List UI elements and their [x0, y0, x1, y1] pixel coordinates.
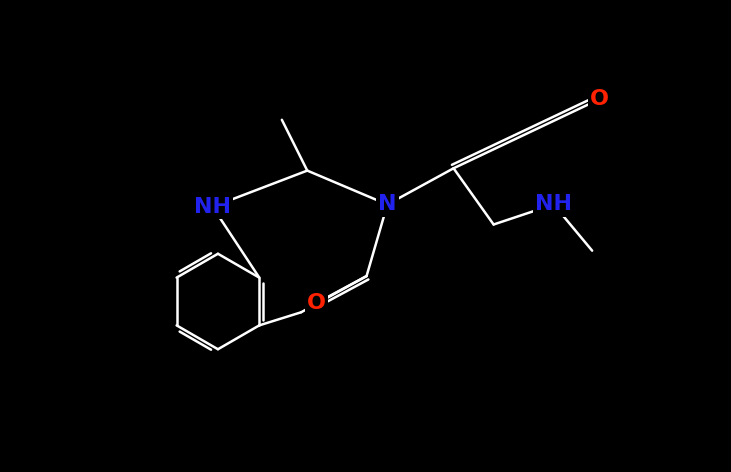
Text: N: N	[378, 194, 397, 214]
Text: O: O	[307, 293, 326, 313]
Text: NH: NH	[194, 197, 231, 217]
Text: O: O	[591, 89, 610, 109]
Text: NH: NH	[535, 194, 572, 214]
